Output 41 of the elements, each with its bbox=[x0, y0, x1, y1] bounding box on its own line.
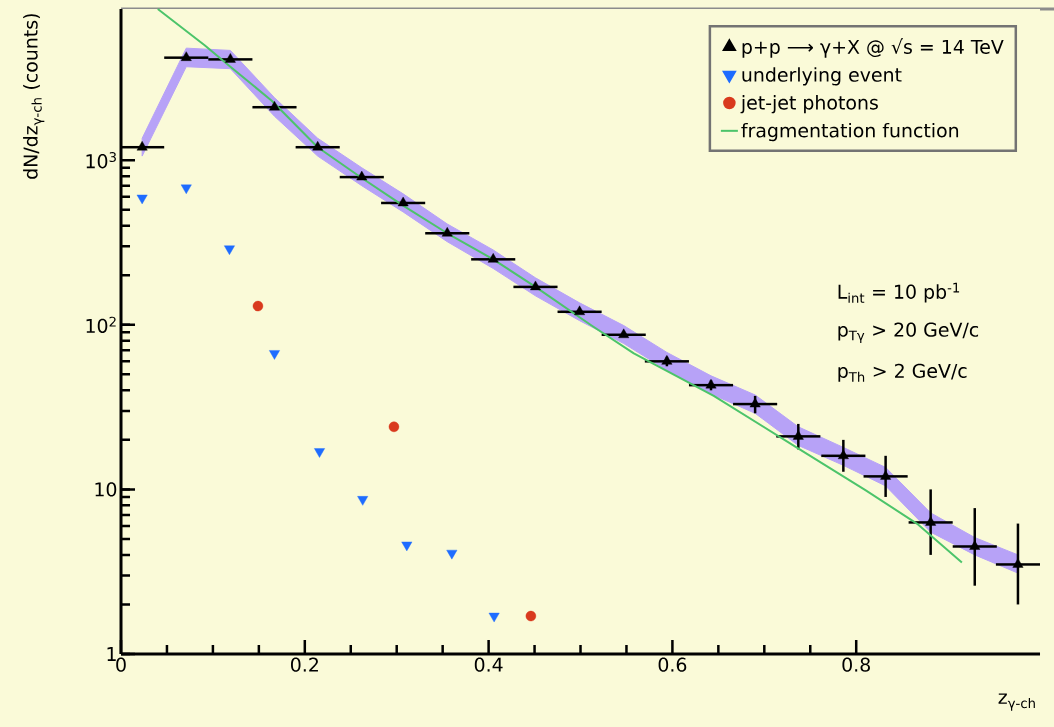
legend-label: fragmentation function bbox=[741, 122, 959, 142]
y-tick-label: 10$^{2}$ bbox=[86, 316, 116, 333]
y-tick-label: 1 bbox=[107, 647, 116, 661]
point bbox=[880, 470, 892, 480]
point bbox=[618, 328, 630, 338]
x-tick-label: 0.2 bbox=[291, 657, 318, 672]
point bbox=[356, 170, 368, 181]
x-axis-title: z$_{γ-ch}$ bbox=[998, 693, 1035, 711]
point bbox=[487, 253, 499, 263]
point bbox=[441, 227, 453, 237]
point bbox=[269, 101, 280, 111]
point bbox=[705, 378, 717, 389]
x-tick-label: 0.6 bbox=[658, 657, 687, 672]
y-axis-title: dN/dz$_{γ-ch}$ (counts) bbox=[23, 14, 45, 179]
point bbox=[252, 300, 264, 312]
legend-label: p+p ⟶ γ+X @ √s = 14 TeV bbox=[742, 38, 1004, 58]
point bbox=[792, 430, 804, 440]
point bbox=[388, 421, 400, 433]
x-tick-label: 0 bbox=[116, 657, 126, 672]
point bbox=[312, 141, 324, 151]
point bbox=[530, 280, 541, 291]
annotation: p$_{Th}$ > 2 GeV/c bbox=[838, 363, 967, 382]
y-tick-label: 10$^{3}$ bbox=[86, 152, 116, 169]
point bbox=[837, 449, 849, 460]
point bbox=[397, 196, 409, 207]
x-tick-label: 0.4 bbox=[474, 657, 503, 672]
annotation: L$_{int}$ = 10 pb$^{-1}$ bbox=[838, 282, 960, 303]
point bbox=[574, 305, 585, 315]
point bbox=[136, 141, 148, 151]
point bbox=[525, 610, 537, 622]
point bbox=[224, 53, 236, 63]
point bbox=[180, 51, 192, 61]
legend-label: underlying event bbox=[742, 67, 902, 86]
point bbox=[925, 516, 937, 526]
point bbox=[661, 355, 673, 365]
annotation: p$_{Tγ}$ > 20 GeV/c bbox=[838, 322, 979, 344]
point bbox=[1012, 558, 1024, 568]
y-tick-label: 10 bbox=[95, 482, 117, 497]
legend-label: jet-jet photons bbox=[740, 95, 878, 114]
x-tick-label: 0.8 bbox=[842, 657, 870, 672]
point bbox=[969, 540, 981, 550]
